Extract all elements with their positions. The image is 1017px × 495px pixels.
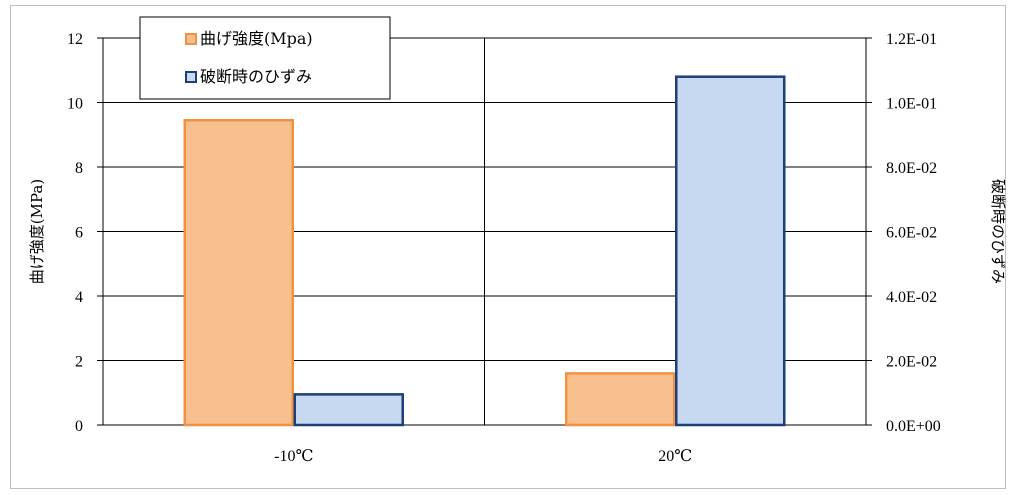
y2-tick-label: 6.0E-02 bbox=[886, 225, 937, 242]
bar-flexural-strength-0 bbox=[183, 118, 294, 427]
bar-strain-0 bbox=[293, 393, 404, 427]
y2-tick-label: 4.0E-02 bbox=[886, 289, 937, 306]
y-tick-label: 2 bbox=[75, 354, 83, 371]
legend-label: 破断時のひずみ bbox=[200, 67, 312, 86]
legend-swatch bbox=[185, 71, 197, 83]
y2-tick-label: 2.0E-02 bbox=[886, 354, 937, 371]
y-tick-label: 10 bbox=[67, 96, 83, 113]
y2-tick-label: 1.0E-01 bbox=[886, 96, 937, 113]
legend-swatch bbox=[185, 33, 197, 45]
y-axis-title: 曲げ強度(MPa) bbox=[28, 179, 46, 284]
y-tick-label: 6 bbox=[75, 225, 83, 242]
bar-flexural-strength-1 bbox=[565, 372, 676, 427]
legend-label: 曲げ強度(Mpa) bbox=[200, 29, 313, 48]
y-tick-label: 4 bbox=[75, 289, 83, 306]
y-tick-label: 12 bbox=[67, 31, 83, 48]
y2-axis-title: 破断時のひずみ bbox=[989, 179, 1007, 284]
legend-box bbox=[139, 16, 391, 100]
bar-strain-1 bbox=[675, 75, 786, 427]
y2-tick-label: 1.2E-01 bbox=[886, 31, 937, 48]
y-tick-label: 8 bbox=[75, 160, 83, 177]
x-tick-label: 20℃ bbox=[658, 448, 692, 465]
y-tick-label: 0 bbox=[75, 418, 83, 435]
y2-tick-label: 0.0E+00 bbox=[886, 418, 941, 435]
y2-tick-label: 8.0E-02 bbox=[886, 160, 937, 177]
x-tick-label: -10℃ bbox=[274, 448, 313, 465]
